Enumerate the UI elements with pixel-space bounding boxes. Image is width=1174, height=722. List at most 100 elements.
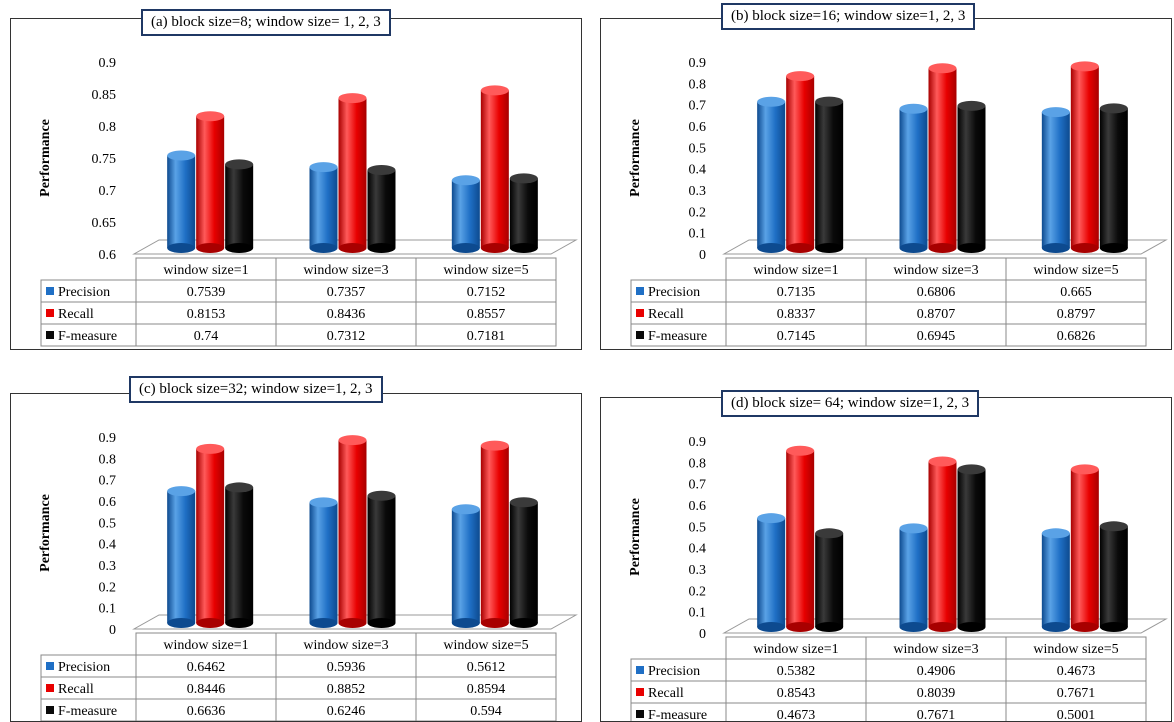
y-tick-label: 0.9 — [99, 431, 117, 446]
chart-panel-d: 0 0.1 0.2 0.3 0.4 0.5 0.6 0.7 0.8 0.9 Performance w… — [600, 390, 1172, 722]
table-value: 0.8436 — [327, 307, 366, 322]
bar-base — [509, 243, 538, 253]
table-value: 0.6826 — [1057, 329, 1096, 344]
bar-base — [815, 243, 844, 253]
table-value: 0.7181 — [467, 329, 506, 344]
legend-swatch — [46, 331, 54, 339]
legend-label: Recall — [648, 686, 684, 701]
y-tick-label: 0.4 — [99, 538, 117, 553]
y-tick-label: 0.7 — [99, 184, 117, 199]
y-tick-label: 0.9 — [689, 56, 707, 71]
bar — [338, 440, 367, 623]
bar — [196, 116, 225, 248]
category-label: window size=3 — [893, 642, 978, 657]
y-tick-label: 0.7 — [689, 478, 707, 493]
legend-label: Precision — [648, 664, 700, 679]
category-label: window size=5 — [1033, 642, 1118, 657]
bar-cap — [367, 490, 396, 501]
bar-cap — [757, 96, 786, 107]
bar — [509, 178, 538, 248]
category-label: window size=5 — [443, 263, 528, 278]
table-value: 0.594 — [470, 704, 502, 719]
legend-label: F-measure — [648, 708, 707, 721]
y-tick-label: 0.5 — [99, 516, 117, 531]
legend-label: Precision — [58, 660, 110, 675]
bar-cap — [815, 528, 844, 539]
bar — [815, 101, 844, 248]
table-value: 0.7539 — [187, 285, 226, 300]
bar — [509, 502, 538, 623]
bar-base — [225, 618, 254, 628]
bar — [928, 68, 957, 248]
bar — [167, 491, 196, 623]
bar-cap — [786, 445, 815, 456]
y-tick-label: 0.65 — [92, 216, 117, 231]
bar-base — [1099, 622, 1128, 632]
table-value: 0.665 — [1060, 285, 1092, 300]
bar-base — [451, 618, 480, 628]
legend-swatch — [636, 309, 644, 317]
bar-base — [451, 243, 480, 253]
bar-base — [928, 243, 957, 253]
bar-base — [338, 243, 367, 253]
bar — [167, 155, 196, 248]
bar-base — [225, 243, 254, 253]
bar — [957, 469, 986, 627]
bar — [480, 445, 509, 623]
bar-cap — [509, 497, 538, 508]
bar-cap — [196, 443, 225, 454]
bar-base — [957, 243, 986, 253]
bar — [451, 509, 480, 623]
bar-cap — [167, 150, 196, 161]
chart-d-svg: 0 0.1 0.2 0.3 0.4 0.5 0.6 0.7 0.8 0.9 Performance w… — [628, 435, 1168, 721]
table-value: 0.7312 — [327, 329, 366, 344]
y-tick-label: 0.2 — [99, 580, 117, 595]
table-value: 0.8557 — [467, 307, 506, 322]
category-label: window size=3 — [303, 638, 388, 653]
bar — [928, 461, 957, 627]
table-value: 0.8039 — [917, 686, 956, 701]
category-label: window size=1 — [753, 642, 838, 657]
y-tick-label: 0 — [699, 627, 706, 642]
legend-label: Precision — [648, 285, 700, 300]
category-label: window size=5 — [443, 638, 528, 653]
bar — [757, 101, 786, 248]
bar-base — [1041, 243, 1070, 253]
table-value: 0.8594 — [467, 682, 506, 697]
y-tick-label: 0.5 — [689, 141, 707, 156]
bar — [225, 487, 254, 623]
bar-cap — [1099, 521, 1128, 532]
table-value: 0.8153 — [187, 307, 226, 322]
bar-cap — [757, 513, 786, 524]
legend-swatch — [46, 287, 54, 295]
legend-label: Precision — [58, 285, 110, 300]
bar-cap — [899, 523, 928, 534]
bar-cap — [451, 504, 480, 515]
y-tick-label: 0.2 — [689, 205, 707, 220]
legend-swatch — [636, 710, 644, 718]
y-tick-label: 0.7 — [99, 474, 117, 489]
bar — [1099, 526, 1128, 627]
legend-label: F-measure — [58, 704, 117, 719]
bar-base — [757, 622, 786, 632]
y-tick-label: 0.7 — [689, 99, 707, 114]
legend-swatch — [46, 706, 54, 714]
bar-cap — [899, 103, 928, 114]
bar-base — [786, 622, 815, 632]
bar — [899, 108, 928, 249]
bar-base — [367, 243, 396, 253]
y-tick-label: 0 — [109, 623, 116, 638]
table-value: 0.7357 — [327, 285, 366, 300]
bar-base — [757, 243, 786, 253]
table-value: 0.6462 — [187, 660, 226, 675]
chart-d-title: (d) block size= 64; window size=1, 2, 3 — [721, 390, 980, 417]
y-tick-label: 0.8 — [689, 77, 707, 92]
table-value: 0.7145 — [777, 329, 816, 344]
bar-base — [309, 243, 338, 253]
y-tick-label: 0.2 — [689, 584, 707, 599]
legend-swatch — [46, 309, 54, 317]
bar-base — [1070, 622, 1099, 632]
legend-label: F-measure — [648, 329, 707, 344]
table-value: 0.6945 — [917, 329, 956, 344]
legend-swatch — [636, 331, 644, 339]
